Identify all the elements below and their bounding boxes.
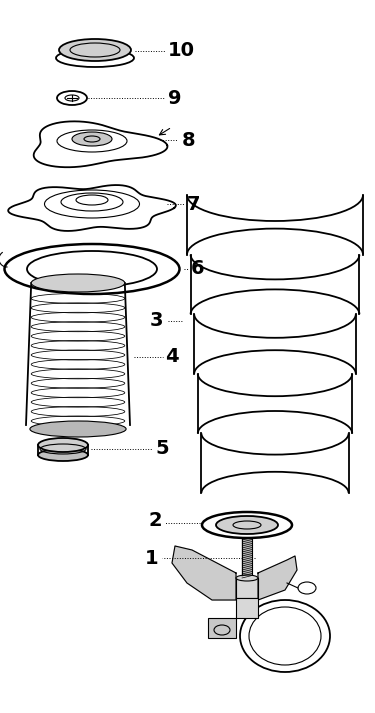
Polygon shape — [172, 546, 236, 600]
Text: 7: 7 — [187, 195, 201, 213]
Ellipse shape — [59, 39, 131, 61]
Text: 10: 10 — [168, 41, 195, 61]
Ellipse shape — [30, 421, 126, 437]
Text: 9: 9 — [168, 88, 182, 108]
Text: 5: 5 — [155, 439, 169, 458]
Ellipse shape — [31, 274, 125, 292]
Text: 4: 4 — [165, 347, 178, 366]
Text: 3: 3 — [150, 312, 164, 331]
FancyBboxPatch shape — [236, 598, 258, 618]
Ellipse shape — [72, 132, 112, 146]
Polygon shape — [258, 556, 297, 600]
FancyBboxPatch shape — [236, 578, 258, 598]
Text: 8: 8 — [182, 130, 196, 150]
Ellipse shape — [216, 516, 278, 534]
FancyBboxPatch shape — [208, 618, 236, 638]
Text: 6: 6 — [191, 260, 205, 279]
Ellipse shape — [38, 449, 88, 461]
Text: 1: 1 — [145, 550, 159, 568]
Ellipse shape — [236, 575, 258, 581]
FancyBboxPatch shape — [242, 538, 252, 578]
Ellipse shape — [38, 438, 88, 452]
Text: 2: 2 — [148, 511, 162, 530]
